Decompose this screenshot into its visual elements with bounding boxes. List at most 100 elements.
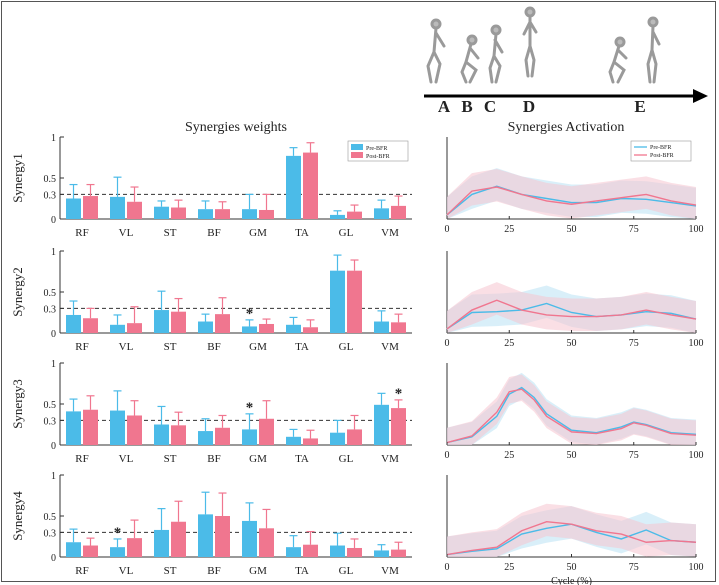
activation-band-post [447, 282, 696, 333]
activation-line-pre [446, 386, 697, 444]
bar-vl-pre [110, 547, 125, 557]
bar-vm-post [391, 205, 406, 219]
y-tick-label: 0.5 [44, 400, 57, 411]
bar-rf-post [83, 545, 98, 557]
x-category-label: BF [207, 341, 220, 353]
bar-gl-post [347, 547, 362, 557]
x-tick-label: 50 [567, 338, 577, 349]
synergy-ylabel: Synergy2 [10, 267, 25, 317]
bar-ta-post [303, 327, 318, 333]
phase-label-c: C [484, 97, 496, 116]
x-tick-label: 100 [689, 450, 704, 461]
bar-rf-pre [66, 542, 81, 557]
bar-bf-post [215, 427, 230, 445]
y-tick-label: 0 [51, 553, 56, 564]
bar-ta-pre [286, 436, 301, 445]
bar-bf-post [215, 516, 230, 557]
synergy-ylabel: Synergy3 [10, 379, 25, 429]
bar-rf-pre [66, 198, 81, 219]
cycle-xlabel: Cycle (%) [551, 576, 592, 585]
activation-line-post [446, 521, 697, 556]
bar-gl-pre [330, 214, 345, 219]
x-category-label: ST [164, 565, 177, 577]
x-category-label: ST [164, 227, 177, 239]
bar-vm-pre [374, 208, 389, 219]
bar-vl-pre [110, 410, 125, 445]
y-tick-label: 0.5 [44, 512, 57, 523]
y-tick-label: 0.3 [44, 304, 57, 315]
activation-panel-title: Synergies Activation [508, 120, 625, 135]
y-tick-label: 0 [51, 329, 56, 340]
y-tick-label: 0.5 [44, 288, 57, 299]
bar-st-pre [154, 206, 169, 219]
bar-bf-post [215, 209, 230, 219]
skeleton-figure-a [426, 18, 446, 84]
x-category-label: BF [207, 565, 220, 577]
x-tick-label: 0 [445, 224, 450, 235]
bar-legend-label-pre: Pre-BFR [366, 146, 387, 152]
significance-star: * [246, 306, 254, 322]
bar-gm-pre [242, 520, 257, 557]
bar-vm-pre [374, 550, 389, 557]
bar-bf-post [215, 314, 230, 333]
x-category-label: VM [381, 453, 399, 465]
x-category-label: GM [249, 565, 267, 577]
x-category-label: GM [249, 341, 267, 353]
skeleton-figure-e2 [646, 16, 661, 84]
bar-vm-post [391, 322, 406, 333]
line-legend-label-pre: Pre-BFR [650, 145, 671, 151]
significance-star: * [114, 525, 122, 541]
phase-label-a: A [438, 97, 451, 116]
x-category-label: VL [119, 453, 134, 465]
x-tick-label: 75 [629, 224, 639, 235]
bar-gl-post [347, 429, 362, 445]
x-category-label: RF [75, 227, 88, 239]
cycle-arrow-head [693, 89, 708, 103]
bar-gm-pre [242, 209, 257, 219]
x-category-label: RF [75, 453, 88, 465]
bar-rf-pre [66, 314, 81, 333]
x-category-label: TA [295, 341, 309, 353]
bar-st-pre [154, 424, 169, 445]
bar-st-post [171, 425, 186, 445]
significance-star: * [246, 400, 254, 416]
x-category-label: TA [295, 453, 309, 465]
bar-vm-post [391, 408, 406, 445]
bar-st-post [171, 521, 186, 557]
x-tick-label: 25 [504, 224, 514, 235]
bar-vl-pre [110, 196, 125, 219]
x-tick-label: 50 [567, 450, 577, 461]
activation-band-post [447, 168, 696, 219]
phase-label-e: E [634, 97, 645, 116]
x-category-label: GL [339, 341, 354, 353]
x-tick-label: 25 [504, 338, 514, 349]
x-category-label: ST [164, 341, 177, 353]
bar-ta-post [303, 438, 318, 445]
y-tick-label: 0.5 [44, 174, 57, 185]
y-tick-label: 0 [51, 215, 56, 226]
bar-gm-post [259, 209, 274, 219]
bar-ta-pre [286, 547, 301, 557]
skeleton-figure-e1 [608, 36, 628, 84]
x-category-label: GL [339, 565, 354, 577]
x-category-label: VM [381, 565, 399, 577]
phase-label-d: D [523, 97, 535, 116]
synergy-ylabel: Synergy1 [10, 153, 25, 203]
bar-vl-post [127, 538, 142, 557]
x-category-label: VL [119, 565, 134, 577]
bar-st-pre [154, 529, 169, 557]
bar-vl-post [127, 415, 142, 445]
bar-vl-post [127, 201, 142, 219]
bar-vm-pre [374, 321, 389, 333]
bar-ta-pre [286, 155, 301, 219]
y-tick-label: 1 [51, 359, 56, 370]
x-category-label: BF [207, 453, 220, 465]
bar-gm-pre [242, 326, 257, 333]
bar-legend-swatch-post [351, 152, 363, 158]
skeleton-figure-b [460, 34, 480, 84]
x-tick-label: 50 [567, 562, 577, 573]
x-tick-label: 75 [629, 338, 639, 349]
x-category-label: ST [164, 453, 177, 465]
y-tick-label: 1 [51, 247, 56, 258]
x-tick-label: 75 [629, 562, 639, 573]
